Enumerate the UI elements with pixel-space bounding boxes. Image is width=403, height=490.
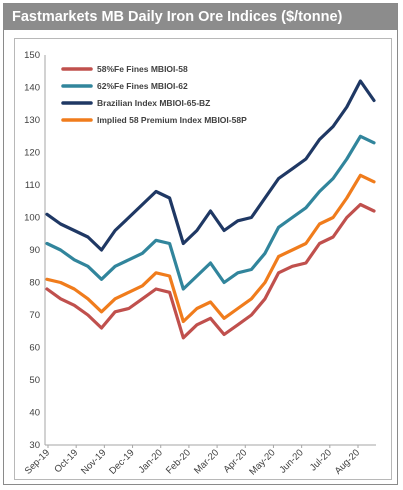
y-tick-label: 50 — [29, 375, 40, 386]
y-tick-label: 100 — [24, 213, 40, 224]
x-tick-label: Nov-19 — [79, 447, 108, 476]
x-tick-label: Oct-19 — [52, 447, 80, 475]
x-tick-label: Apr-20 — [221, 447, 249, 475]
series-line-3 — [45, 79, 376, 252]
legend-label-1: 58%Fe Fines MBIOI-58 — [97, 64, 188, 74]
y-tick-label: 120 — [24, 148, 40, 159]
legend-label-3: Brazilian Index MBIOI-65-BZ — [97, 98, 210, 108]
x-tick-label: Sep-19 — [23, 447, 52, 476]
series-line-4 — [45, 173, 376, 324]
series-line-1 — [45, 202, 376, 340]
x-tick-label: May-20 — [247, 447, 277, 477]
x-tick-label: Mar-20 — [192, 447, 221, 476]
plot-area — [14, 38, 392, 480]
x-tick-label: Feb-20 — [164, 447, 193, 476]
y-tick-label: 60 — [29, 343, 40, 354]
legend-label-4: Implied 58 Premium Index MBIOI-58P — [97, 115, 247, 125]
chart-title: Fastmarkets MB Daily Iron Ore Indices ($… — [4, 4, 397, 30]
y-tick-label: 30 — [29, 440, 40, 451]
x-tick-label: Dec-19 — [107, 447, 136, 476]
y-tick-label: 130 — [24, 115, 40, 126]
y-tick-label: 90 — [29, 245, 40, 256]
chart-frame: Fastmarkets MB Daily Iron Ore Indices ($… — [3, 3, 398, 485]
y-tick-label: 110 — [25, 180, 40, 191]
y-tick-label: 80 — [29, 278, 40, 289]
x-tick-label: Jan-20 — [137, 447, 165, 475]
x-tick-label: Jul-20 — [308, 447, 334, 473]
y-tick-label: 70 — [29, 310, 40, 321]
x-tick-label: Jun-20 — [277, 447, 305, 475]
y-tick-label: 40 — [29, 408, 40, 419]
series-line-2 — [45, 134, 376, 291]
legend-label-2: 62%Fe Fines MBIOI-62 — [97, 81, 188, 91]
x-tick-label: Aug-20 — [333, 447, 362, 476]
y-tick-label: 140 — [24, 83, 40, 94]
y-tick-label: 150 — [24, 50, 40, 61]
